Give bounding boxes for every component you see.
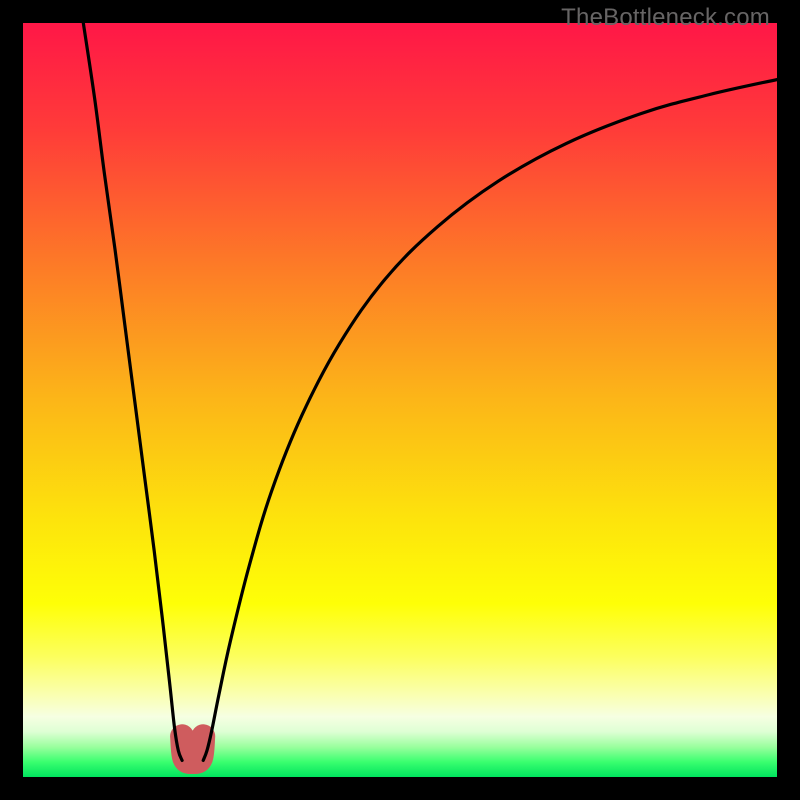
right-branch	[203, 80, 777, 761]
plot-frame	[23, 23, 777, 777]
trough-marker	[182, 736, 203, 762]
watermark-text: TheBottleneck.com	[561, 4, 770, 32]
plot-svg	[23, 23, 777, 777]
left-branch	[83, 23, 182, 760]
canvas: TheBottleneck.com	[0, 0, 800, 800]
